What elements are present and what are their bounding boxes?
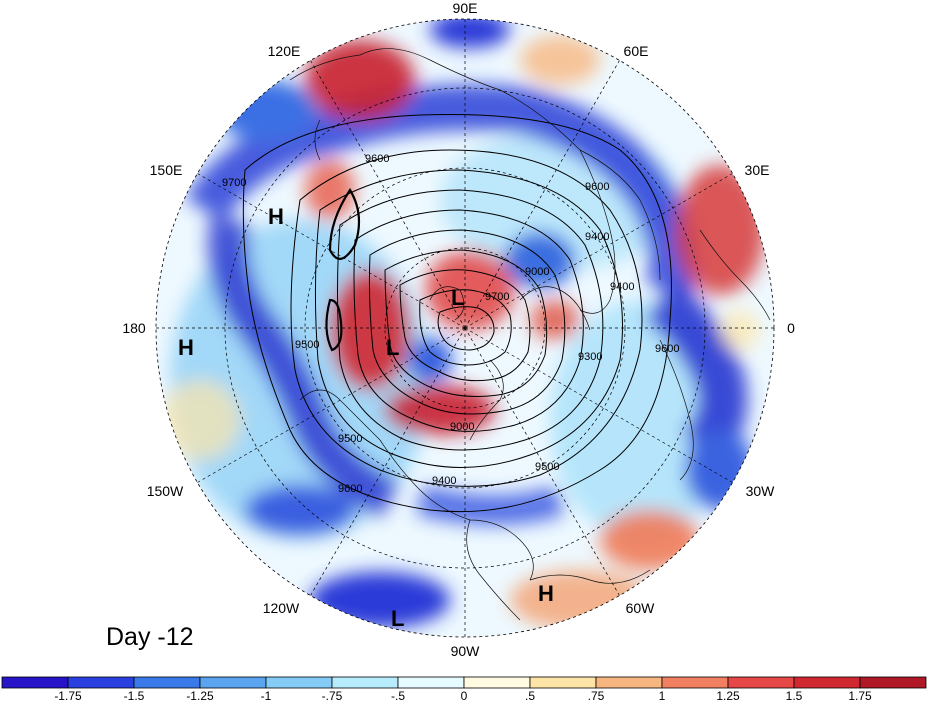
contour-label: 9500: [295, 339, 319, 351]
colorbar-tick-label: 1.25: [716, 689, 740, 702]
graticule: [156, 19, 774, 637]
low-pressure-label: L: [451, 285, 464, 310]
colorbar-swatch: [859, 676, 927, 689]
colorbar-swatch: [265, 676, 333, 689]
contour-9400: [337, 189, 604, 451]
longitude-label: 180: [122, 320, 146, 336]
longitude-label: 150E: [150, 162, 183, 178]
colorbar-tick-label: 1: [659, 689, 666, 702]
contour-label: 9500: [338, 433, 362, 445]
high-pressure-label: H: [268, 204, 284, 229]
contour-label: 9400: [585, 231, 609, 243]
contour-9600: [290, 149, 643, 487]
contour-label: 9700: [485, 291, 509, 303]
longitude-label: 30W: [746, 483, 776, 499]
contour-9000: [399, 269, 531, 382]
contour-label: 9000: [450, 421, 474, 433]
colorbar-swatch: [661, 676, 729, 689]
contour-label: 9700: [222, 177, 246, 189]
colorbar-tick-label: -.5: [391, 689, 405, 702]
colorbar-tick-label: -1: [261, 689, 272, 702]
longitude-label: 60W: [626, 600, 656, 616]
colorbar-swatch: [727, 676, 795, 689]
day-title: Day -12: [106, 623, 194, 651]
contour-label: 9600: [585, 181, 609, 193]
height-contours: [242, 113, 672, 513]
contour-9500: [314, 169, 623, 468]
low-pressure-label: L: [391, 606, 404, 631]
colorbar-tick-label: .5: [525, 689, 535, 702]
contour-label: 9400: [432, 475, 456, 487]
longitude-label: 150W: [147, 483, 184, 499]
high-pressure-label: H: [538, 581, 554, 606]
colorbar-swatch: [793, 676, 861, 689]
contour-9200: [368, 229, 566, 415]
contour-9100: [384, 249, 548, 397]
low-pressure-label: L: [386, 335, 399, 360]
thick-contour-a: [328, 187, 361, 260]
longitude-label: 120E: [268, 43, 301, 59]
longitude-label-group: 90E 60E 30E 0 30W 60W 90W 120W 150W 180 …: [122, 0, 795, 659]
map-boundary: [155, 18, 775, 638]
longitude-label: 60E: [624, 43, 649, 59]
colorbar-tick-label: 0: [461, 689, 468, 702]
colorbar-swatch: [595, 676, 663, 689]
colorbar-tick-label: -.75: [322, 689, 343, 702]
longitude-label: 0: [787, 320, 795, 336]
pressure-center-group: H H L L H L: [178, 204, 554, 631]
colorbar: -1.75 -1.5 -1.25 -1 -.75 -.5 0 .5 .75 1 1.25 1.5 1.7…: [1, 676, 927, 702]
contour-label: 9600: [655, 343, 679, 355]
colorbar-tick-label: .75: [588, 689, 605, 702]
colorbar-swatch: [529, 676, 597, 689]
contour-label: 9000: [525, 266, 549, 278]
contour-label: 9500: [535, 461, 559, 473]
high-pressure-label: H: [178, 335, 194, 360]
coastlines: [289, 48, 771, 621]
colorbar-tick-label: -1.5: [124, 689, 145, 702]
contour-9300: [353, 209, 584, 432]
colorbar-swatch: [331, 676, 399, 689]
colorbar-tick-label: -1.75: [54, 689, 82, 702]
thick-contour-b: [325, 298, 343, 352]
colorbar-swatch: [1, 676, 69, 689]
contour-label-group: 9700 9600 9600 9400 9000 9700 9400 9600 …: [222, 153, 679, 495]
colorbar-tick-label: 1.75: [848, 689, 872, 702]
contour-label: 9600: [365, 153, 389, 165]
contour-label: 9600: [338, 483, 362, 495]
colorbar-swatch: [397, 676, 465, 689]
contour-9700: [242, 113, 672, 513]
colorbar-swatch: [199, 676, 267, 689]
colorbar-tick-label: -1.25: [186, 689, 214, 702]
colorbar-swatch: [463, 676, 531, 689]
longitude-label: 90W: [451, 643, 481, 659]
contour-label: 9300: [578, 351, 602, 363]
contour-label: 9400: [610, 281, 634, 293]
contour-8900: [419, 289, 512, 366]
contour-8800: [437, 306, 495, 351]
colorbar-swatch: [67, 676, 135, 689]
longitude-label: 120W: [263, 600, 300, 616]
longitude-label: 90E: [453, 0, 478, 16]
longitude-label: 30E: [745, 162, 770, 178]
colorbar-tick-label: 1.5: [786, 689, 803, 702]
colorbar-swatch: [133, 676, 201, 689]
